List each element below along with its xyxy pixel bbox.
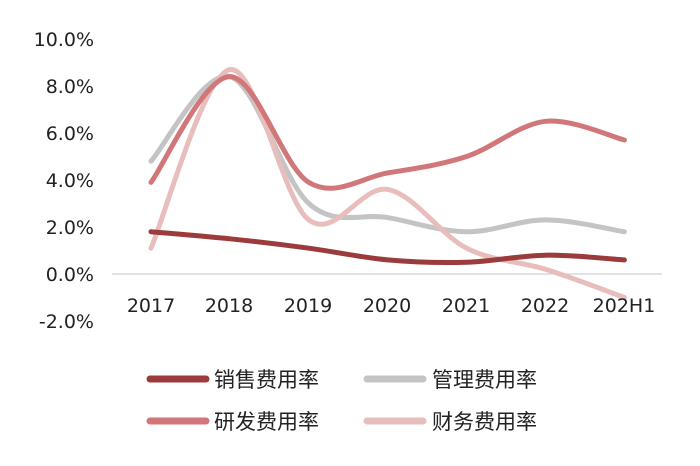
legend-label: 研发费用率 bbox=[214, 410, 319, 434]
x-tick-label: 2021 bbox=[442, 295, 490, 317]
series-line-3 bbox=[148, 67, 627, 300]
legend-item: 研发费用率 bbox=[146, 410, 319, 434]
series-line-0 bbox=[148, 229, 627, 266]
x-tick-label: 202H1 bbox=[593, 295, 656, 317]
y-tick-label: 2.0% bbox=[46, 217, 94, 239]
legend: 销售费用率 管理费用率 研发费用率 财务费用率 bbox=[146, 368, 537, 434]
y-tick-label: 8.0% bbox=[46, 76, 94, 98]
legend-item: 管理费用率 bbox=[363, 368, 537, 392]
x-tick-label: 2022 bbox=[521, 295, 569, 317]
x-tick-label: 2018 bbox=[205, 295, 253, 317]
series-lines bbox=[148, 67, 627, 300]
legend-label: 财务费用率 bbox=[432, 410, 537, 434]
y-tick-label: 10.0% bbox=[34, 29, 94, 51]
y-axis-ticks: 10.0% 8.0% 6.0% 4.0% 2.0% 0.0% -2.0% bbox=[34, 29, 94, 333]
legend-label: 销售费用率 bbox=[214, 368, 319, 392]
x-tick-label: 2017 bbox=[127, 295, 175, 317]
series-line-1 bbox=[148, 74, 627, 235]
y-tick-label: 0.0% bbox=[46, 264, 94, 286]
x-tick-label: 2019 bbox=[284, 295, 332, 317]
y-tick-label: -2.0% bbox=[39, 311, 94, 333]
y-tick-label: 6.0% bbox=[46, 123, 94, 145]
series-line-2 bbox=[148, 74, 627, 191]
legend-item: 销售费用率 bbox=[146, 368, 319, 392]
x-axis-ticks: 2017 2018 2019 2020 2021 2022 202H1 bbox=[127, 295, 656, 317]
y-tick-label: 4.0% bbox=[46, 170, 94, 192]
legend-label: 管理费用率 bbox=[432, 368, 537, 392]
legend-item: 财务费用率 bbox=[363, 410, 537, 434]
x-tick-label: 2020 bbox=[363, 295, 411, 317]
